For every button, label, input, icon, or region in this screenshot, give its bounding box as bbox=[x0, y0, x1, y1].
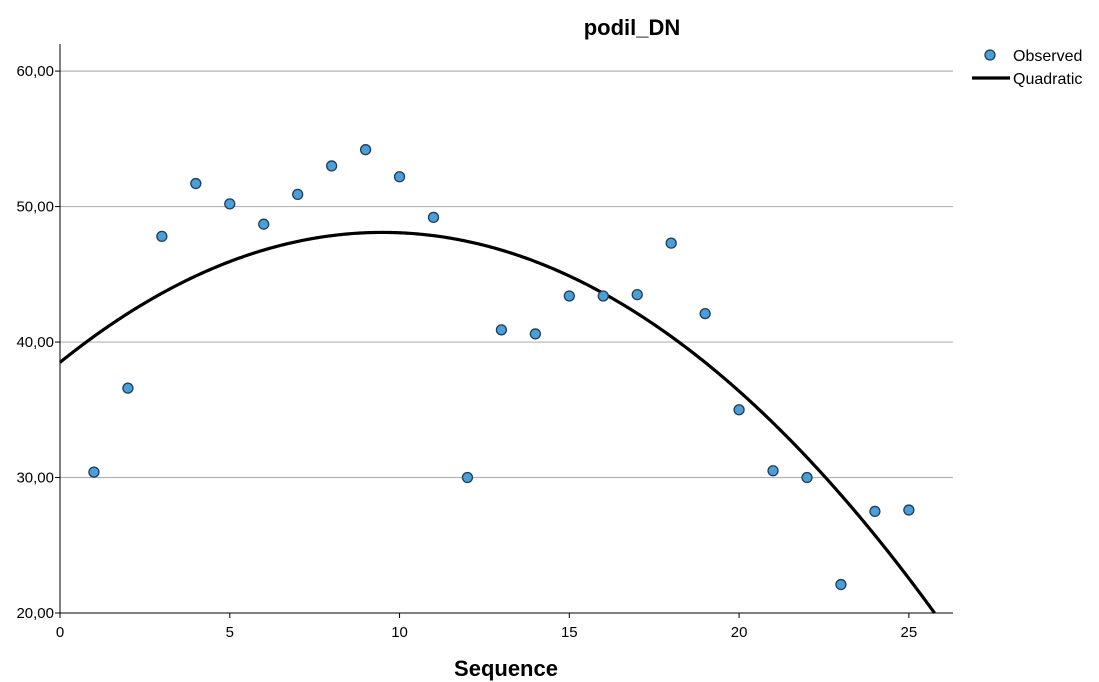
x-axis-label: Sequence bbox=[454, 656, 558, 681]
chart-title: podil_DN bbox=[584, 15, 681, 40]
grid-lines bbox=[60, 70, 953, 479]
y-tick-labels: 20,00 30,00 40,00 50,00 60,00 bbox=[16, 63, 60, 622]
x-tick-label: 25 bbox=[901, 624, 918, 641]
y-tick-label: 50,00 bbox=[16, 199, 54, 216]
observed-point bbox=[733, 404, 745, 416]
observed-point bbox=[835, 578, 847, 591]
legend: Observed Quadratic bbox=[972, 48, 1082, 88]
observed-point bbox=[156, 230, 168, 243]
observed-point bbox=[699, 307, 711, 320]
observed-point bbox=[869, 505, 881, 518]
observed-point bbox=[529, 328, 542, 340]
observed-point bbox=[597, 290, 609, 302]
observed-point bbox=[292, 188, 304, 201]
y-tick-label: 60,00 bbox=[16, 63, 54, 80]
x-tick-label: 15 bbox=[561, 624, 578, 641]
y-tick-label: 30,00 bbox=[16, 470, 54, 487]
observed-points bbox=[88, 144, 915, 591]
x-tick-label: 20 bbox=[731, 624, 748, 641]
y-tick-label: 20,00 bbox=[16, 605, 54, 622]
legend-label-quadratic: Quadratic bbox=[1013, 71, 1082, 88]
observed-point bbox=[665, 237, 677, 249]
observed-point bbox=[190, 177, 202, 190]
observed-point bbox=[258, 218, 270, 230]
x-tick-labels: 0 5 10 15 20 25 bbox=[56, 613, 917, 641]
observed-point bbox=[88, 466, 100, 478]
observed-point bbox=[325, 160, 338, 172]
legend-label-observed: Observed bbox=[1013, 48, 1082, 65]
observed-point bbox=[461, 471, 474, 484]
observed-point bbox=[495, 324, 508, 336]
axes bbox=[59, 44, 953, 614]
observed-point bbox=[631, 288, 643, 301]
observed-point bbox=[767, 465, 779, 477]
y-tick-label: 40,00 bbox=[16, 334, 54, 351]
observed-point bbox=[563, 290, 575, 302]
x-tick-label: 0 bbox=[56, 624, 64, 641]
legend-marker-observed bbox=[984, 49, 996, 61]
quadratic-fit-line bbox=[58, 230, 936, 614]
observed-point bbox=[427, 211, 440, 224]
observed-point bbox=[393, 171, 406, 183]
x-tick-label: 10 bbox=[391, 624, 408, 641]
observed-point bbox=[122, 382, 134, 394]
observed-point bbox=[903, 504, 915, 516]
x-tick-label: 5 bbox=[226, 624, 234, 641]
observed-point bbox=[359, 144, 372, 156]
observed-point bbox=[224, 198, 236, 210]
observed-point bbox=[801, 471, 813, 484]
